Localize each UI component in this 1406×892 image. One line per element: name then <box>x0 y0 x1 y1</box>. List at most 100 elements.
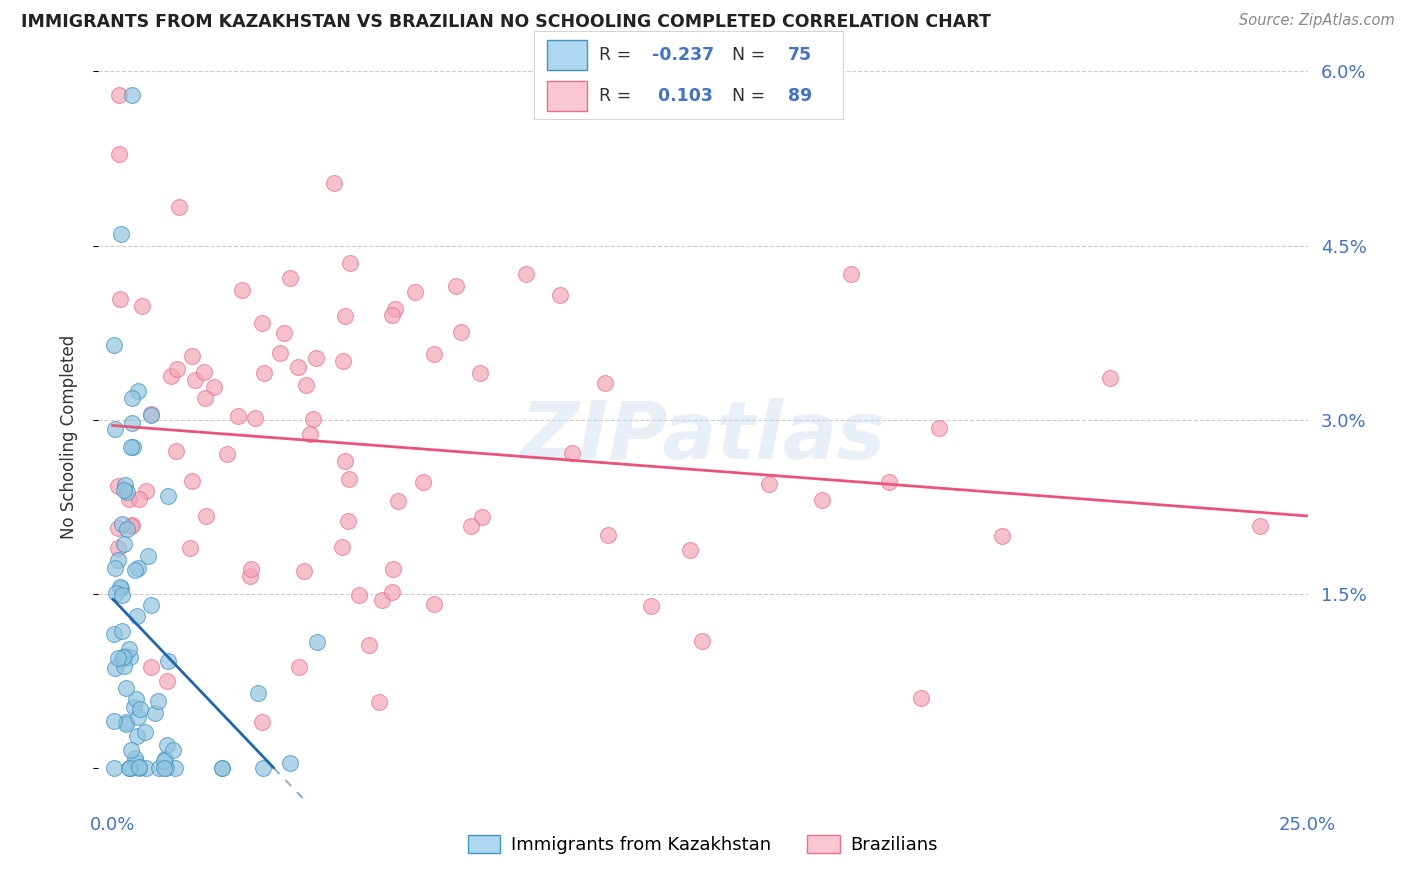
Text: 75: 75 <box>787 46 813 64</box>
Point <box>148 761 170 775</box>
Point <box>278 271 301 285</box>
Point <box>110 227 132 241</box>
Point <box>107 521 129 535</box>
Point <box>134 724 156 739</box>
Point <box>595 376 617 390</box>
Point <box>299 427 322 442</box>
Point <box>240 562 263 576</box>
Point <box>156 738 179 752</box>
Point <box>339 256 361 270</box>
Point <box>139 598 162 612</box>
Text: -0.237: -0.237 <box>652 46 714 64</box>
Point <box>118 641 141 656</box>
Point <box>444 278 467 293</box>
Point <box>211 761 233 775</box>
Point <box>103 714 125 728</box>
Point <box>127 384 149 398</box>
Point <box>305 351 328 365</box>
Point <box>387 494 409 508</box>
Point <box>381 308 404 322</box>
Point <box>165 761 187 775</box>
Point <box>103 338 125 352</box>
Point <box>124 563 146 577</box>
Point <box>384 301 406 316</box>
Point <box>117 485 139 500</box>
Point <box>105 586 128 600</box>
Point <box>250 714 273 729</box>
Point <box>184 373 207 387</box>
Point <box>110 581 132 595</box>
Point <box>139 659 162 673</box>
Point <box>157 489 180 503</box>
Point <box>111 652 134 666</box>
Point <box>337 514 360 528</box>
Point <box>333 454 356 468</box>
Point <box>332 354 354 368</box>
Point <box>471 510 494 524</box>
Point <box>253 366 276 380</box>
Point <box>640 599 662 613</box>
Point <box>928 421 950 435</box>
Point <box>273 326 295 340</box>
Point <box>104 661 127 675</box>
Point <box>153 751 176 765</box>
Point <box>120 761 142 775</box>
Point <box>165 443 187 458</box>
Point <box>103 627 125 641</box>
Point <box>115 522 138 536</box>
Point <box>450 326 472 340</box>
Point <box>120 650 142 665</box>
Point <box>117 492 139 507</box>
Point <box>114 649 136 664</box>
Point <box>107 479 129 493</box>
Point <box>692 633 714 648</box>
Point <box>124 700 146 714</box>
Point <box>127 608 149 623</box>
Point <box>107 553 129 567</box>
Point <box>139 408 162 422</box>
Point <box>121 440 143 454</box>
Point <box>307 634 329 648</box>
Point <box>127 729 149 743</box>
Point <box>114 478 136 492</box>
Point <box>548 288 571 302</box>
Point <box>155 761 177 775</box>
Point <box>128 761 150 775</box>
Point <box>127 561 149 575</box>
Point <box>107 146 129 161</box>
Point <box>118 761 141 775</box>
Point <box>460 519 482 533</box>
Point <box>156 654 179 668</box>
Point <box>115 681 138 695</box>
Point <box>120 440 142 454</box>
Point <box>118 761 141 775</box>
Point <box>295 378 318 392</box>
Point <box>468 366 491 380</box>
Point <box>515 267 537 281</box>
Point <box>179 541 201 555</box>
Point <box>143 706 166 720</box>
Point <box>330 541 353 555</box>
Point <box>104 561 127 575</box>
Point <box>269 345 291 359</box>
Point <box>194 391 217 405</box>
Point <box>991 529 1014 543</box>
Point <box>136 549 159 563</box>
Point <box>112 537 135 551</box>
FancyBboxPatch shape <box>534 31 844 120</box>
Point <box>160 369 183 384</box>
Point <box>810 492 832 507</box>
Point <box>135 483 157 498</box>
Point <box>121 416 143 430</box>
Point <box>181 474 204 488</box>
Text: IMMIGRANTS FROM KAZAKHSTAN VS BRAZILIAN NO SCHOOLING COMPLETED CORRELATION CHART: IMMIGRANTS FROM KAZAKHSTAN VS BRAZILIAN … <box>21 13 991 31</box>
Point <box>111 588 134 602</box>
Point <box>128 491 150 506</box>
Legend: Immigrants from Kazakhstan, Brazilians: Immigrants from Kazakhstan, Brazilians <box>458 826 948 863</box>
Text: R =: R = <box>599 46 637 64</box>
Point <box>412 475 434 490</box>
Point <box>112 658 135 673</box>
Point <box>111 516 134 531</box>
FancyBboxPatch shape <box>547 40 586 70</box>
Text: N =: N = <box>733 87 770 105</box>
